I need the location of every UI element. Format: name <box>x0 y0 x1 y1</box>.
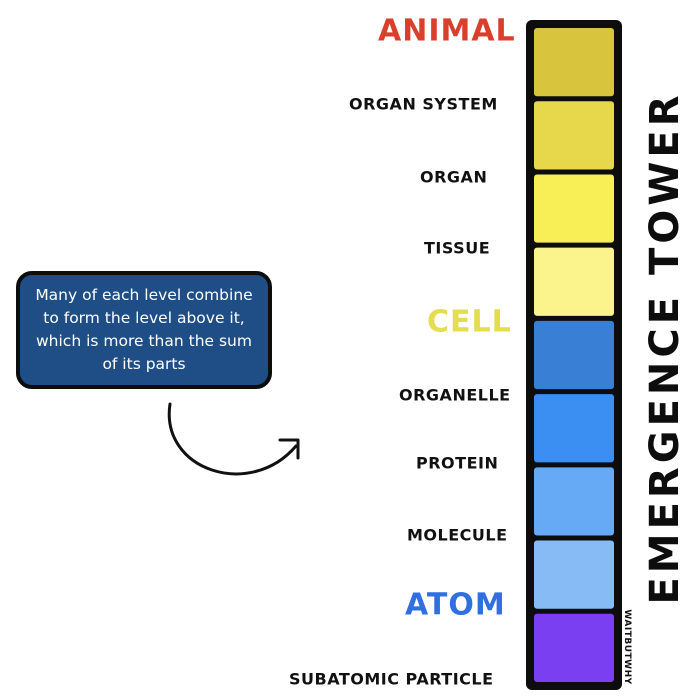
label-animal: ANIMAL <box>378 13 516 49</box>
label-subatomic-particle: SUBATOMIC PARTICLE <box>289 669 494 689</box>
block-tissue <box>534 174 614 243</box>
block-cell <box>534 247 614 316</box>
curved-arrow-icon <box>167 402 298 476</box>
block-subatomic <box>534 613 614 682</box>
block-organ <box>534 101 614 170</box>
block-organ-system <box>534 28 614 97</box>
label-atom: ATOM <box>405 587 506 623</box>
block-molecule <box>534 467 614 536</box>
tower-title: EMERGENCE TOWER <box>642 91 688 605</box>
watermark: WAITBUTWHY <box>622 609 632 685</box>
block-protein <box>534 394 614 463</box>
label-protein: PROTEIN <box>416 453 499 473</box>
label-molecule: MOLECULE <box>407 525 508 545</box>
label-tissue: TISSUE <box>424 238 491 258</box>
block-organelle <box>534 320 614 390</box>
label-organ-system: ORGAN SYSTEM <box>349 94 498 114</box>
tower-blocks <box>534 28 614 682</box>
block-atom <box>534 540 614 609</box>
label-organ: ORGAN <box>420 167 488 187</box>
arrow-head-icon <box>278 438 300 460</box>
label-cell: CELL <box>427 304 512 340</box>
callout-text: Many of each level combine to form the l… <box>35 286 253 373</box>
callout-box: Many of each level combine to form the l… <box>16 271 272 389</box>
label-organelle: ORGANELLE <box>399 385 511 405</box>
